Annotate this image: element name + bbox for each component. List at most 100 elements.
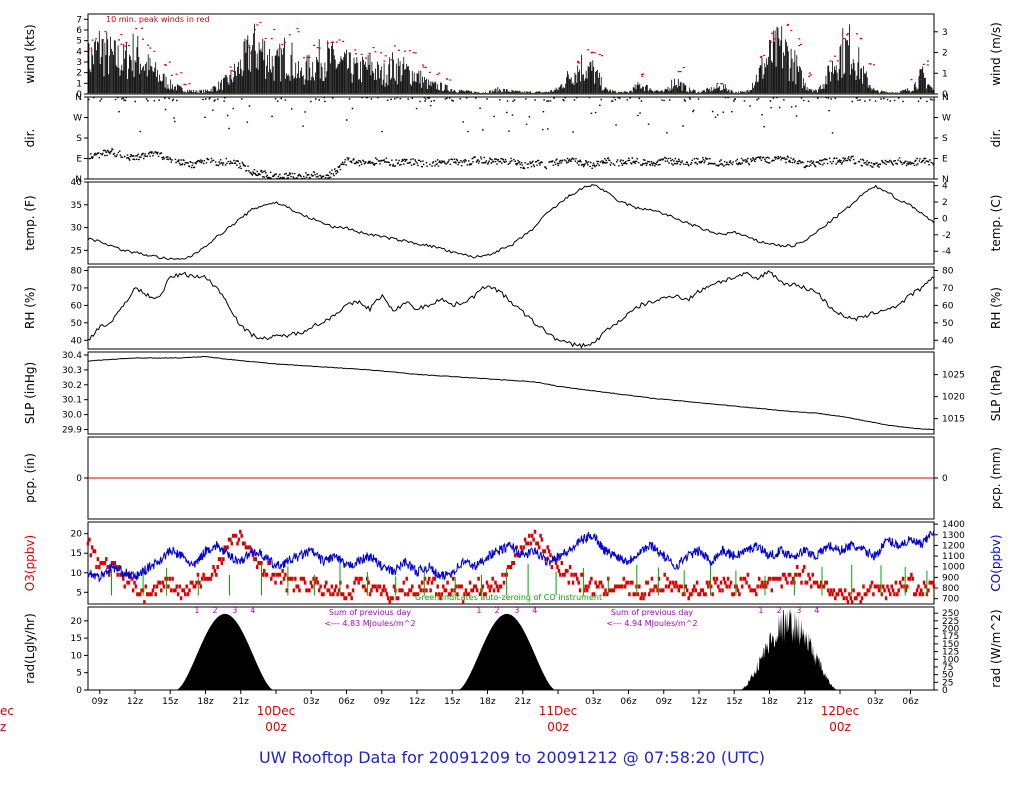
dir-panel-frame bbox=[87, 96, 935, 180]
wind-peak-mark bbox=[338, 39, 341, 41]
xaxis-clipped-day-sublabel: z bbox=[0, 720, 6, 734]
wind-peak-mark bbox=[248, 46, 251, 49]
wind-peak-mark bbox=[910, 79, 913, 81]
rad-ylabel-right: rad (W/m^2) bbox=[989, 609, 1003, 687]
xaxis-tick-label: 18z bbox=[479, 697, 495, 707]
rh-left-tick-label: 40 bbox=[71, 336, 83, 346]
wind-peak-mark bbox=[278, 47, 281, 49]
figure-title: UW Rooftop Data for 20091209 to 20091212… bbox=[258, 748, 766, 767]
dir-left-tick-label: N bbox=[75, 175, 82, 185]
wind-ylabel-right: wind (m/s) bbox=[989, 22, 1003, 86]
rad-hour-marker: 2 bbox=[776, 606, 781, 615]
xaxis-tick-label: 12z bbox=[127, 697, 143, 707]
wind-peak-mark bbox=[140, 27, 143, 29]
wind-peak-mark bbox=[118, 39, 121, 41]
chem-right-tick-label: 700 bbox=[942, 595, 959, 605]
rad-right-tick-label: 150 bbox=[942, 640, 959, 650]
rad-right-tick-label: 25 bbox=[942, 678, 953, 688]
pcp-ylabel-left: pcp. (in) bbox=[23, 453, 37, 503]
wind-left-tick-label: 7 bbox=[76, 15, 82, 25]
wind-peak-mark bbox=[307, 56, 310, 59]
temp-right-tick-label: 2 bbox=[942, 198, 948, 208]
wind-peak-mark bbox=[438, 72, 441, 74]
wind-peak-mark bbox=[88, 48, 91, 50]
wind-peak-mark bbox=[869, 63, 872, 65]
wind-peak-mark bbox=[800, 43, 803, 45]
wind-peak-mark bbox=[446, 78, 449, 80]
wind-left-tick-label: 5 bbox=[76, 37, 82, 47]
xaxis-tick-label: 03z bbox=[867, 697, 883, 707]
slp-right-tick-label: 1025 bbox=[942, 371, 965, 381]
wind-peak-mark bbox=[808, 72, 811, 74]
wind-peak-mark bbox=[141, 38, 144, 40]
wind-peak-mark bbox=[397, 49, 400, 51]
wind-peak-mark bbox=[593, 52, 596, 54]
chem-right-tick-label: 900 bbox=[942, 573, 959, 583]
dir-ylabel-right: dir. bbox=[989, 129, 1003, 148]
xaxis-tick-label: 18z bbox=[197, 697, 213, 707]
rh-right-tick-label: 80 bbox=[942, 266, 954, 276]
wind-peak-mark bbox=[721, 83, 724, 85]
wind-peak-mark bbox=[318, 47, 321, 49]
wind-peak-mark bbox=[677, 71, 680, 73]
wind-peak-mark bbox=[264, 37, 267, 40]
dir-ylabel-left: dir. bbox=[23, 129, 37, 148]
rad-right-tick-label: 200 bbox=[942, 625, 959, 635]
rad-hour-marker: 1 bbox=[194, 606, 199, 615]
wind-peak-mark bbox=[860, 37, 863, 39]
wind-peak-mark bbox=[833, 55, 836, 57]
pcp-ylabel-right: pcp. (mm) bbox=[989, 447, 1003, 509]
xaxis-day-label: 11Dec bbox=[539, 704, 578, 718]
xaxis-day-label: 10Dec bbox=[257, 704, 296, 718]
temp-ylabel-right: temp. (C) bbox=[989, 195, 1003, 252]
chem-right-tick-label: 1300 bbox=[942, 531, 965, 541]
wind-peak-mark bbox=[256, 24, 259, 26]
temp-right-tick-label: 0 bbox=[942, 214, 948, 224]
xaxis-tick-label: 09z bbox=[92, 697, 108, 707]
wind-peak-mark bbox=[393, 45, 396, 47]
xaxis-tick-label: 15z bbox=[444, 697, 460, 707]
dir-left-tick-label: S bbox=[76, 134, 82, 144]
wind-peak-mark bbox=[577, 62, 580, 64]
wind-peak-mark bbox=[270, 38, 273, 40]
temp-series-line bbox=[87, 184, 935, 260]
dir-right-tick-label: E bbox=[942, 155, 948, 165]
rad-hour-marker: 1 bbox=[476, 606, 481, 615]
wind-peak-mark bbox=[153, 50, 156, 52]
wind-peak-mark bbox=[348, 53, 351, 55]
wind-peak-mark bbox=[390, 59, 393, 61]
xaxis-tick-label: 09z bbox=[374, 697, 390, 707]
rad-right-tick-label: 0 bbox=[942, 686, 948, 696]
wind-peak-mark bbox=[147, 44, 150, 46]
wind-peak-mark bbox=[135, 27, 138, 30]
dir-left-tick-label: E bbox=[76, 155, 82, 165]
rad-hour-marker: 4 bbox=[532, 606, 537, 615]
wind-peak-mark bbox=[836, 60, 839, 62]
wind-peak-mark bbox=[163, 64, 166, 66]
rad-left-tick-label: 10 bbox=[71, 651, 83, 661]
wind-peak-mark bbox=[922, 63, 925, 66]
rad-ylabel-left: rad(Lgly/hr) bbox=[23, 613, 37, 684]
rad-hour-marker: 2 bbox=[494, 606, 499, 615]
wind-peak-mark bbox=[355, 53, 358, 55]
wind-peak-mark bbox=[403, 50, 406, 52]
temp-panel-frame bbox=[87, 181, 935, 265]
rh-panel-frame bbox=[87, 266, 935, 350]
temp-ylabel-left: temp. (F) bbox=[23, 195, 37, 250]
rad-daily-sum-label: Sum of previous day bbox=[611, 608, 693, 617]
wind-peak-mark bbox=[918, 78, 921, 81]
wind-peak-mark bbox=[183, 83, 186, 85]
xaxis-day-sublabel: 00z bbox=[265, 720, 287, 734]
wind-peak-mark bbox=[104, 30, 107, 33]
rh-left-tick-label: 60 bbox=[71, 301, 83, 311]
chem-co-series bbox=[87, 530, 935, 583]
wind-peak-mark bbox=[364, 57, 367, 59]
dir-right-tick-label: S bbox=[942, 134, 948, 144]
wind-peak-mark bbox=[598, 53, 601, 56]
slp-left-tick-label: 29.9 bbox=[62, 426, 82, 436]
wind-peak-mark bbox=[642, 73, 645, 75]
rh-right-tick-label: 60 bbox=[942, 301, 954, 311]
wind-peak-mark bbox=[414, 52, 417, 54]
wind-peak-mark bbox=[412, 51, 415, 54]
